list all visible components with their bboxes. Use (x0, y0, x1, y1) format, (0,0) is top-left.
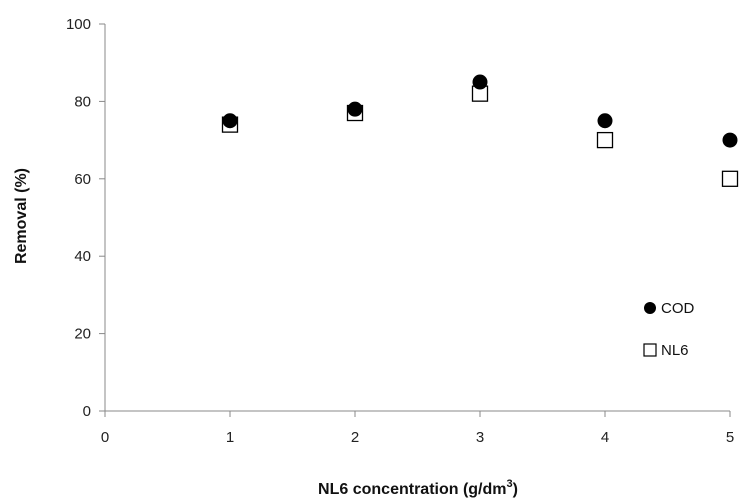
y-tick-label: 80 (74, 93, 91, 110)
x-tick-label: 5 (726, 429, 734, 446)
y-tick-label: 60 (74, 171, 91, 188)
x-tick-label: 1 (226, 429, 234, 446)
data-point-nl6 (596, 131, 614, 149)
x-axis-title-suffix: ) (513, 481, 518, 498)
legend: COD NL6 (643, 300, 695, 359)
legend-marker (644, 302, 656, 314)
y-tick-label: 40 (74, 248, 91, 265)
data-point-cod (472, 74, 488, 90)
series-nl6 (221, 85, 739, 187)
legend-item-cod: COD (644, 300, 695, 317)
data-point-cod (222, 113, 238, 129)
x-tick-label: 4 (601, 429, 609, 446)
series-layer (221, 74, 739, 187)
series-cod (222, 74, 738, 148)
data-point-cod (597, 113, 613, 129)
y-tick-label: 0 (83, 403, 91, 420)
data-point-cod (347, 101, 363, 117)
y-tick-label: 100 (66, 16, 91, 33)
y-tick-label: 20 (74, 326, 91, 343)
legend-label: NL6 (661, 342, 689, 359)
x-axis-title: NL6 concentration (g/dm3) (318, 478, 518, 498)
legend-item-nl6: NL6 (643, 342, 689, 359)
x-tick-label: 2 (351, 429, 359, 446)
legend-marker (643, 343, 657, 357)
x-tick-label: 0 (101, 429, 109, 446)
y-axis-title: Removal (%) (13, 168, 30, 264)
data-point-nl6 (721, 170, 739, 187)
legend-label: COD (661, 300, 695, 317)
x-axis-title-superscript: 3 (507, 478, 513, 490)
axes: 0 20 40 60 80 100 0 1 2 3 4 5 (66, 16, 734, 446)
x-axis-title-main: NL6 concentration (g/dm (318, 481, 506, 498)
data-point-cod (722, 132, 738, 148)
x-tick-label: 3 (476, 429, 484, 446)
